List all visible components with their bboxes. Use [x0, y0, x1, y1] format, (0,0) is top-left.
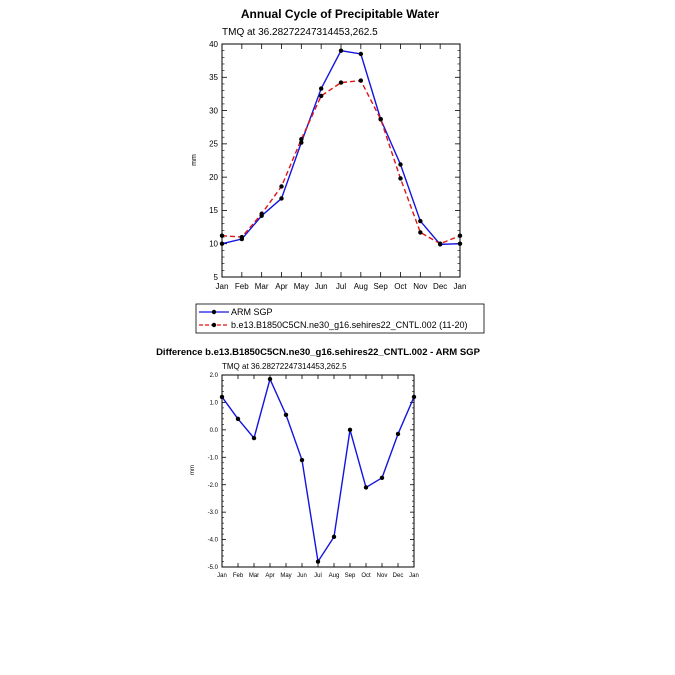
chart1-legend: ARM SGP b.e13.B1850C5CN.ne30_g16.sehires…: [195, 303, 485, 334]
chart1-series-2-point: [418, 230, 423, 235]
chart1-xtick-label: May: [294, 282, 309, 291]
legend-frame: [195, 303, 485, 334]
chart2-xtick-label: Nov: [377, 573, 388, 579]
chart2-ylabel: mm: [190, 465, 196, 475]
chart1-xtick-label: Nov: [413, 282, 427, 291]
chart2-series-1-point: [251, 435, 257, 441]
chart1-series-1-point: [318, 86, 324, 91]
chart2-series-1-point: [395, 431, 401, 437]
chart1-title: Annual Cycle of Precipitable Water: [241, 7, 440, 21]
legend-marker-arm: [211, 309, 217, 315]
chart1-series-2-line: [221, 79, 461, 245]
chart2-xtick-label: May: [280, 573, 291, 579]
chart1-frame: [221, 43, 461, 278]
chart2-ytick-label: -2.0: [208, 483, 219, 489]
chart2-xtick-label: Dec: [393, 573, 404, 579]
chart2-series-1-point: [315, 559, 321, 564]
chart2-series-1-point: [347, 427, 353, 433]
chart1-xtick-label: Jan: [454, 282, 467, 291]
chart1-series-2-point: [457, 233, 463, 238]
chart1-ytick-label: 40: [209, 40, 218, 49]
chart2-title: Difference b.e13.B1850C5CN.ne30_g16.sehi…: [156, 347, 481, 358]
chart1-series-2-point: [259, 211, 264, 216]
chart1-series-2-point: [299, 136, 304, 142]
chart1-ytick-label: 35: [209, 73, 218, 82]
chart2-series-1-point: [283, 412, 289, 417]
chart1-series-2-point: [338, 80, 344, 85]
chart2-ytick-label: -5.0: [208, 565, 219, 571]
chart2-xtick-label: Apr: [265, 573, 274, 579]
legend-label-model: b.e13.B1850C5CN.ne30_g16.sehires22_CNTL.…: [231, 320, 468, 330]
chart1-xtick-label: Sep: [374, 282, 389, 291]
chart1-xtick-label: Feb: [235, 282, 249, 291]
chart1-xtick-label: Jul: [336, 282, 346, 291]
legend-marker-model: [211, 322, 217, 328]
chart1-subtitle: TMQ at 36.28272247314453,262.5: [222, 27, 378, 38]
chart2-series-1-point: [267, 376, 273, 382]
chart2-series-1-point: [331, 534, 337, 540]
chart2-xtick-label: Mar: [249, 573, 259, 579]
chart2-xtick-label: Jun: [297, 573, 307, 579]
chart1-ytick-label: 5: [214, 273, 219, 282]
chart2-ytick-label: 2.0: [210, 373, 219, 379]
chart2-series-1-point: [219, 394, 225, 400]
chart2-ytick-label: -1.0: [208, 455, 219, 461]
chart2-series-1-point: [363, 485, 369, 490]
chart1-xtick-label: Jan: [216, 282, 229, 291]
chart2-ytick-label: 1.0: [210, 401, 219, 407]
chart2-series-1-point: [235, 416, 241, 422]
chart1-series-2-point: [219, 233, 225, 238]
chart1-series-1-point: [279, 196, 284, 201]
chart1-xtick-label: Aug: [354, 282, 368, 291]
chart1-series-2-point: [437, 241, 443, 246]
chart1-series-2-point: [358, 78, 364, 83]
chart1-series-1-point: [398, 162, 403, 167]
chart1-series-1-point: [299, 140, 304, 145]
chart1-series-2-point: [279, 184, 284, 189]
chart1-series-2-point: [398, 176, 403, 181]
chart1-xtick-label: Oct: [394, 282, 407, 291]
legend-label-arm: ARM SGP: [231, 307, 273, 317]
chart2-ytick-label: -3.0: [208, 510, 219, 516]
chart1-series-1-point: [338, 48, 344, 53]
chart2-series-1-line: [221, 377, 415, 564]
chart1-xtick-label: Apr: [275, 282, 288, 291]
chart2-xtick-label: Aug: [329, 573, 340, 579]
chart1-xtick-label: Dec: [433, 282, 447, 291]
chart2-xtick-label: Feb: [233, 573, 244, 579]
chart1-series-1-point: [418, 218, 423, 224]
chart2-series-1-point: [299, 457, 305, 463]
chart1-series-1-line: [221, 49, 461, 246]
chart2-series-1-point: [379, 475, 385, 481]
chart1-series-2-point: [318, 93, 324, 99]
chart1-ytick-label: 10: [209, 240, 218, 249]
chart1-series-2-point: [378, 117, 383, 122]
chart2-xtick-label: Sep: [345, 573, 356, 579]
chart2-ytick-label: -4.0: [208, 538, 219, 544]
chart1-ytick-label: 25: [209, 140, 218, 149]
chart2-xtick-label: Oct: [361, 573, 371, 579]
chart2-subtitle: TMQ at 36.28272247314453,262.5: [222, 362, 347, 371]
chart2-xtick-label: Jul: [314, 573, 322, 579]
chart1-xtick-label: Jun: [315, 282, 328, 291]
chart2-ytick-label: 0.0: [210, 428, 219, 434]
chart1-series-1-point: [358, 51, 364, 57]
chart1-series-1-point: [457, 241, 463, 246]
chart1-xtick-label: Mar: [255, 282, 269, 291]
chart1-ylabel: mm: [191, 154, 198, 166]
chart1-ytick-label: 30: [209, 106, 218, 115]
chart2-xtick-label: Jan: [409, 573, 419, 579]
chart1-series-1-point: [219, 241, 225, 246]
chart1-series-2-point: [239, 234, 245, 240]
chart2-series-1-point: [411, 394, 417, 400]
chart1-ytick-label: 15: [209, 206, 218, 215]
chart2-plot: mm Jan Feb Mar Apr May Jun Jul Aug Sep Oct Nov Dec J…: [190, 373, 419, 579]
chart1-plot: mm Jan Feb Mar Apr May Jun Jul Aug Sep Oct Nov Dec J…: [191, 40, 466, 291]
chart1-ytick-label: 20: [209, 173, 218, 182]
chart2-xtick-label: Jan: [217, 573, 227, 579]
